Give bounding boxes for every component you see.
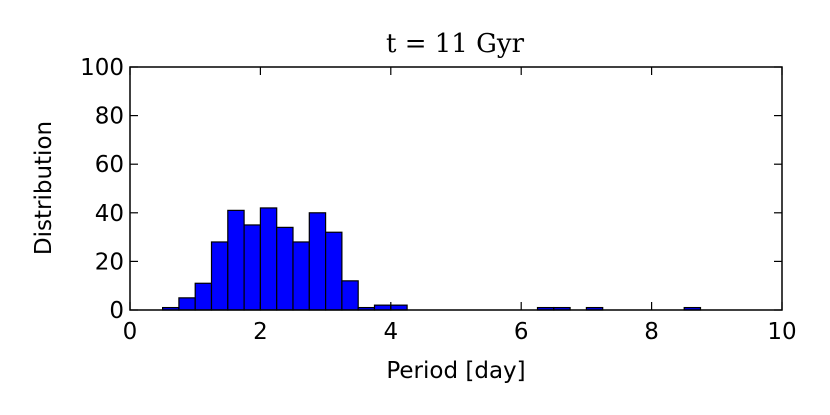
y-tick-label: 100 [80,55,124,81]
y-tick-label: 0 [109,298,124,324]
histogram-bar [194,282,213,311]
bars-group [162,207,702,311]
histogram-bar [259,207,278,311]
y-tick-label: 20 [95,249,124,275]
x-tick-label: 6 [514,319,529,345]
histogram-bar [341,280,359,311]
histogram-bar [178,297,196,311]
x-tick-label: 4 [383,319,398,345]
plot-frame [129,66,783,311]
histogram-bar [276,226,294,311]
y-tick-label: 60 [95,152,124,178]
histogram-bar [210,241,229,311]
x-tick-label: 8 [644,319,659,345]
x-axis-label: Period [day] [386,358,525,384]
y-tick-label: 80 [95,104,124,130]
y-axis-label: Distribution [31,121,57,255]
histogram-bar [227,209,245,311]
x-tick-label: 10 [767,319,796,345]
histogram-bar [308,212,327,311]
histogram-bar [325,231,343,311]
x-tick-label: 0 [123,319,138,345]
chart-title: t = 11 Gyr [386,29,525,59]
histogram-bar [292,241,310,311]
x-tick-label: 2 [253,319,268,345]
histogram-bar [243,224,262,311]
y-tick-label: 40 [95,201,124,227]
